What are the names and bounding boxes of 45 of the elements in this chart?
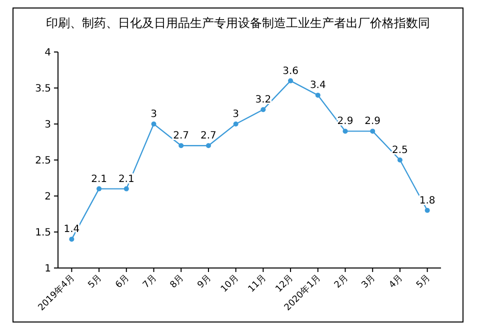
y-tick-label: 1 [44, 264, 51, 274]
chart-title: 印刷、制药、日化及日用品生产专用设备制造工业生产者出厂价格指数同 [46, 16, 430, 30]
data-label: 2.1 [91, 174, 107, 185]
point [424, 208, 430, 213]
data-label: 2.5 [392, 145, 408, 156]
point [342, 128, 348, 134]
x-tick-label: 5月 [86, 273, 104, 291]
point [96, 186, 102, 192]
point [397, 158, 402, 162]
point [151, 122, 156, 126]
point [206, 143, 211, 148]
point [69, 236, 74, 242]
y-tick-label: 1.5 [35, 228, 51, 238]
x-tick-label: 7月 [141, 273, 159, 291]
data-label: 3.2 [255, 94, 272, 106]
point [260, 107, 266, 112]
x-tick-label: 10月 [219, 273, 241, 295]
point [288, 78, 294, 84]
x-tick-label: 9月 [196, 273, 214, 291]
data-label: 3.6 [282, 66, 298, 77]
data-label: 2.9 [337, 116, 354, 128]
y-tick-label: 3 [44, 120, 51, 130]
y-tick-label: 3.5 [35, 84, 51, 94]
x-tick-label: 2月 [332, 273, 350, 291]
point [124, 186, 129, 192]
data-label: 2.7 [200, 130, 216, 142]
data-label: 2.7 [173, 130, 190, 142]
y-tick-label: 2.5 [35, 156, 51, 166]
data-label: 3 [150, 109, 157, 120]
y-tick-label: 4 [44, 48, 51, 58]
point [315, 92, 320, 98]
point [178, 143, 184, 148]
x-tick-label: 6月 [114, 273, 132, 291]
x-tick-label: 11月 [246, 273, 268, 295]
x-tick-label: 4月 [388, 273, 406, 291]
x-tick-label: 8月 [168, 273, 186, 291]
data-label: 3 [232, 109, 240, 120]
y-tick-label: 2 [44, 192, 51, 202]
x-tick-label: 5月 [414, 273, 432, 291]
x-tick-label: 12月 [274, 273, 296, 295]
data-label: 2.9 [364, 116, 381, 128]
x-tick-label: 3月 [360, 273, 378, 291]
point [370, 128, 376, 134]
data-label: 3.4 [310, 80, 326, 92]
point [233, 122, 238, 126]
